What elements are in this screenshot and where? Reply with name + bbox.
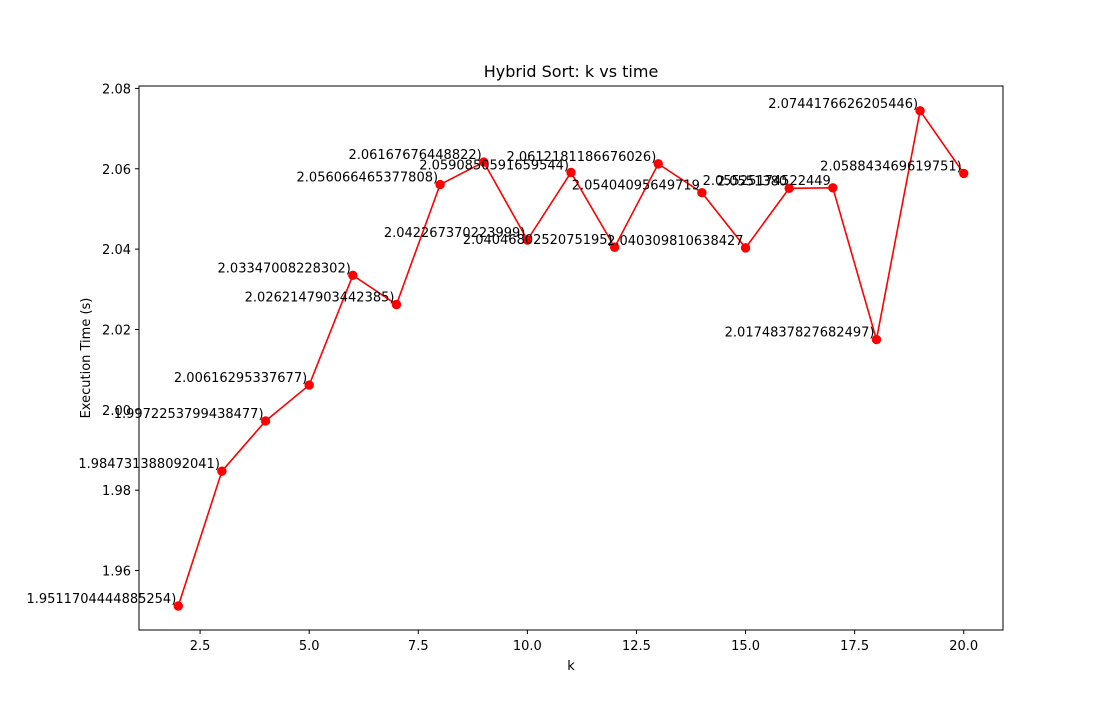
y-tick-label: 2.02 xyxy=(102,323,131,338)
data-label: 2.0612181186676026) xyxy=(506,150,656,165)
x-tick-label: 5.0 xyxy=(299,639,320,654)
x-tick-label: 12.5 xyxy=(622,639,651,654)
data-point xyxy=(304,380,314,390)
y-tick-label: 1.96 xyxy=(102,565,131,580)
series-group xyxy=(173,106,969,611)
data-point xyxy=(173,601,183,611)
data-label: 2.0404680252075195) xyxy=(463,233,613,248)
data-point xyxy=(217,466,227,476)
plot-area-frame xyxy=(138,85,1004,631)
data-label: 2.0590850591659544) xyxy=(419,158,569,173)
data-label: 2.056066465377808) xyxy=(297,171,439,186)
y-axis-label: Execution Time (s) xyxy=(79,298,94,419)
data-point xyxy=(479,157,489,167)
data-point xyxy=(348,270,358,281)
data-label: 2.058843469619751) xyxy=(820,159,962,174)
data-point xyxy=(784,183,794,193)
data-label: 2.0744176626205446) xyxy=(768,97,918,112)
data-label: 2.05404095649719 xyxy=(572,179,700,194)
data-point xyxy=(828,183,838,193)
data-label: 1.9511704444885254) xyxy=(26,592,176,607)
data-label: 2.05525174522449 xyxy=(703,174,831,189)
data-labels-group: 1.9511704444885254) 1.984731388092041) 1.9… xyxy=(26,97,961,607)
data-point xyxy=(959,168,969,179)
y-tick-label: 2.06 xyxy=(102,163,131,178)
data-label: 2.06167676448822) xyxy=(348,148,481,163)
data-label: 2.0174837827682497) xyxy=(725,326,875,341)
data-point xyxy=(609,242,620,252)
x-tick-label: 10.0 xyxy=(513,639,542,654)
data-point xyxy=(522,235,533,245)
data-point xyxy=(915,106,925,116)
data-point xyxy=(653,159,663,169)
y-tick-label: 2.00 xyxy=(102,404,131,419)
data-label: 1.9972253799438477) xyxy=(114,407,264,422)
data-point xyxy=(260,416,271,426)
data-point xyxy=(435,179,445,190)
data-label: 2.03347008228302) xyxy=(218,261,351,276)
data-point xyxy=(740,243,751,253)
y-tick-label: 2.04 xyxy=(102,243,131,258)
data-point xyxy=(391,299,402,310)
y-tick-label: 2.08 xyxy=(102,82,131,97)
x-tick-label: 20.0 xyxy=(949,639,978,654)
data-label: 1.984731388092041) xyxy=(78,457,220,472)
data-point xyxy=(871,334,882,345)
x-tick-label: 17.5 xyxy=(840,639,869,654)
data-label: 2.0551380 xyxy=(717,174,787,189)
chart-title: Hybrid Sort: k vs time xyxy=(484,62,659,81)
axis-ticks: 2.5 5.0 7.5 10.0 12.5 15.0 17.5 20.0 1.96 1.98 2.0… xyxy=(102,82,978,654)
x-tick-label: 7.5 xyxy=(408,639,429,654)
data-label: 2.042267370223999) xyxy=(384,226,526,241)
x-tick-label: 15.0 xyxy=(731,639,760,654)
x-tick-label: 2.5 xyxy=(190,639,211,654)
data-point xyxy=(697,188,707,198)
data-label: 2.040309810638427 xyxy=(607,234,743,249)
data-label: 2.0262147903442385) xyxy=(245,291,395,306)
x-axis-label: k xyxy=(567,659,575,674)
data-point xyxy=(566,167,576,178)
data-label: 2.00616295337677) xyxy=(174,371,307,386)
y-tick-label: 1.98 xyxy=(102,484,131,499)
